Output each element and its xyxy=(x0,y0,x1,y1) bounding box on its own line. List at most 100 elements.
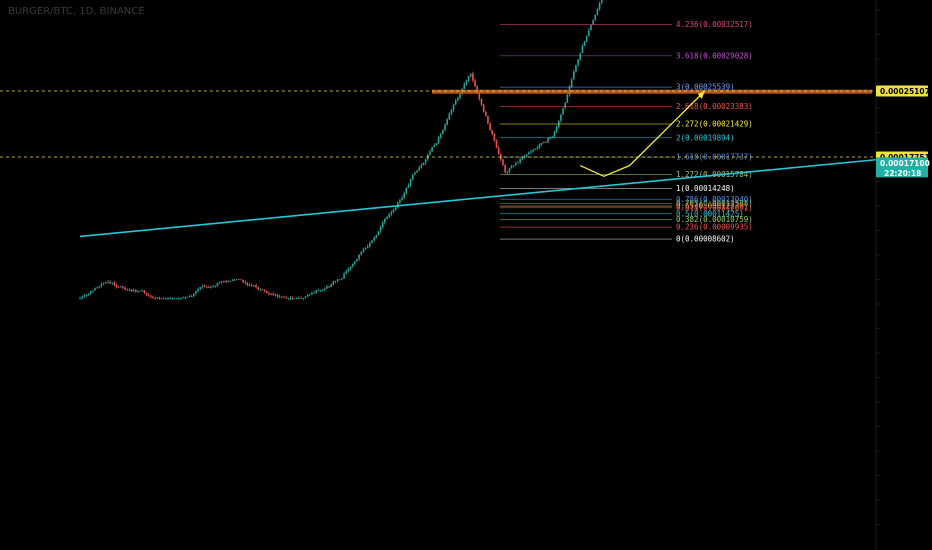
candle-body xyxy=(474,80,476,87)
candle-body xyxy=(319,290,322,291)
candle-body xyxy=(147,294,150,296)
candle-body xyxy=(439,134,442,138)
candle-body xyxy=(263,289,266,291)
candle-body xyxy=(167,298,169,300)
candle-body xyxy=(588,30,590,37)
candle-body xyxy=(162,298,165,300)
candle-body xyxy=(124,288,126,290)
price-axis[interactable] xyxy=(875,0,880,550)
candle-body xyxy=(577,59,579,65)
candle-body xyxy=(437,137,440,144)
candle-body xyxy=(585,36,588,42)
candle-body xyxy=(401,197,403,201)
candle-body xyxy=(270,293,272,295)
price-tag-value: 0.00017100 xyxy=(880,159,930,168)
candle-body xyxy=(328,286,330,288)
candle-body xyxy=(454,100,457,105)
fib-label: 0.236(0.00009935) xyxy=(676,223,753,232)
candle-body xyxy=(394,207,397,210)
candle-body xyxy=(351,263,354,267)
candle-body xyxy=(497,147,500,155)
candle-body xyxy=(334,280,337,282)
chart-header: BURGER/BTC, 1D, BINANCE xyxy=(8,6,145,17)
candle-body xyxy=(356,259,358,262)
candle-body xyxy=(429,151,431,155)
candles xyxy=(79,0,603,301)
candle-body xyxy=(248,284,251,286)
candle-body xyxy=(130,289,133,292)
candle-body xyxy=(515,163,517,166)
candle-body xyxy=(407,185,410,188)
candle-body xyxy=(128,289,131,291)
candle-body xyxy=(192,293,195,297)
candle-body xyxy=(590,24,592,31)
fib-label: 0.618(0.00012091) xyxy=(676,203,753,212)
candle-body xyxy=(538,144,541,148)
candle-body xyxy=(343,273,345,279)
candle-body xyxy=(579,52,582,60)
candle-body xyxy=(581,46,584,53)
candle-body xyxy=(384,219,386,223)
candle-body xyxy=(411,174,414,180)
candle-body xyxy=(338,279,341,281)
candle-body xyxy=(433,145,436,148)
candle-body xyxy=(180,298,182,300)
candle-body xyxy=(592,20,594,25)
candle-body xyxy=(265,290,268,293)
candle-body xyxy=(416,170,418,173)
candle-body xyxy=(487,116,489,124)
candle-body xyxy=(96,287,98,289)
candle-body xyxy=(405,187,408,193)
candle-body xyxy=(107,281,109,283)
candle-body xyxy=(555,126,558,132)
candle-body xyxy=(354,261,356,264)
candle-body xyxy=(459,93,461,99)
candle-body xyxy=(598,3,601,10)
candle-body xyxy=(482,104,485,112)
fib-label: 0.705(0.00012588) xyxy=(676,199,753,208)
candle-body xyxy=(212,286,214,288)
candle-body xyxy=(145,292,148,295)
candle-body xyxy=(199,287,202,290)
candle-body xyxy=(238,279,240,281)
candle-body xyxy=(268,292,270,294)
candle-body xyxy=(205,286,208,288)
candle-body xyxy=(304,296,307,299)
candle-body xyxy=(79,298,81,300)
candle-body xyxy=(369,242,371,247)
candle-body xyxy=(208,287,210,288)
candle-body xyxy=(104,282,107,284)
candle-body xyxy=(484,111,487,117)
candle-body xyxy=(399,200,401,203)
candle-body xyxy=(98,286,101,288)
candle-body xyxy=(414,172,416,175)
candle-body xyxy=(409,179,412,186)
candle-body xyxy=(560,114,562,121)
fib-label: 3(0.00025539) xyxy=(676,83,735,92)
candle-body xyxy=(296,298,298,300)
candle-body xyxy=(379,227,382,232)
candle-body xyxy=(257,287,260,290)
candle-body xyxy=(386,216,388,220)
current-price-tag xyxy=(876,157,928,178)
candle-body xyxy=(311,293,313,295)
candle-body xyxy=(330,284,332,287)
candle-body xyxy=(493,134,496,141)
candle-body xyxy=(422,163,425,166)
candle-body xyxy=(83,295,86,297)
candle-body xyxy=(360,251,363,255)
candle-body xyxy=(371,240,373,243)
candle-body xyxy=(457,98,459,101)
candle-body xyxy=(291,297,294,299)
fib-label: 2(0.00019894) xyxy=(676,133,735,142)
fib-label: 0.786(0.00013040) xyxy=(676,195,753,204)
candle-body xyxy=(562,108,564,115)
candle-body xyxy=(122,286,124,289)
candle-body xyxy=(347,268,350,272)
candle-body xyxy=(315,290,317,293)
price-tag-value: 0.00025107 xyxy=(880,87,930,96)
candle-body xyxy=(530,151,532,153)
candle-body xyxy=(504,165,506,173)
